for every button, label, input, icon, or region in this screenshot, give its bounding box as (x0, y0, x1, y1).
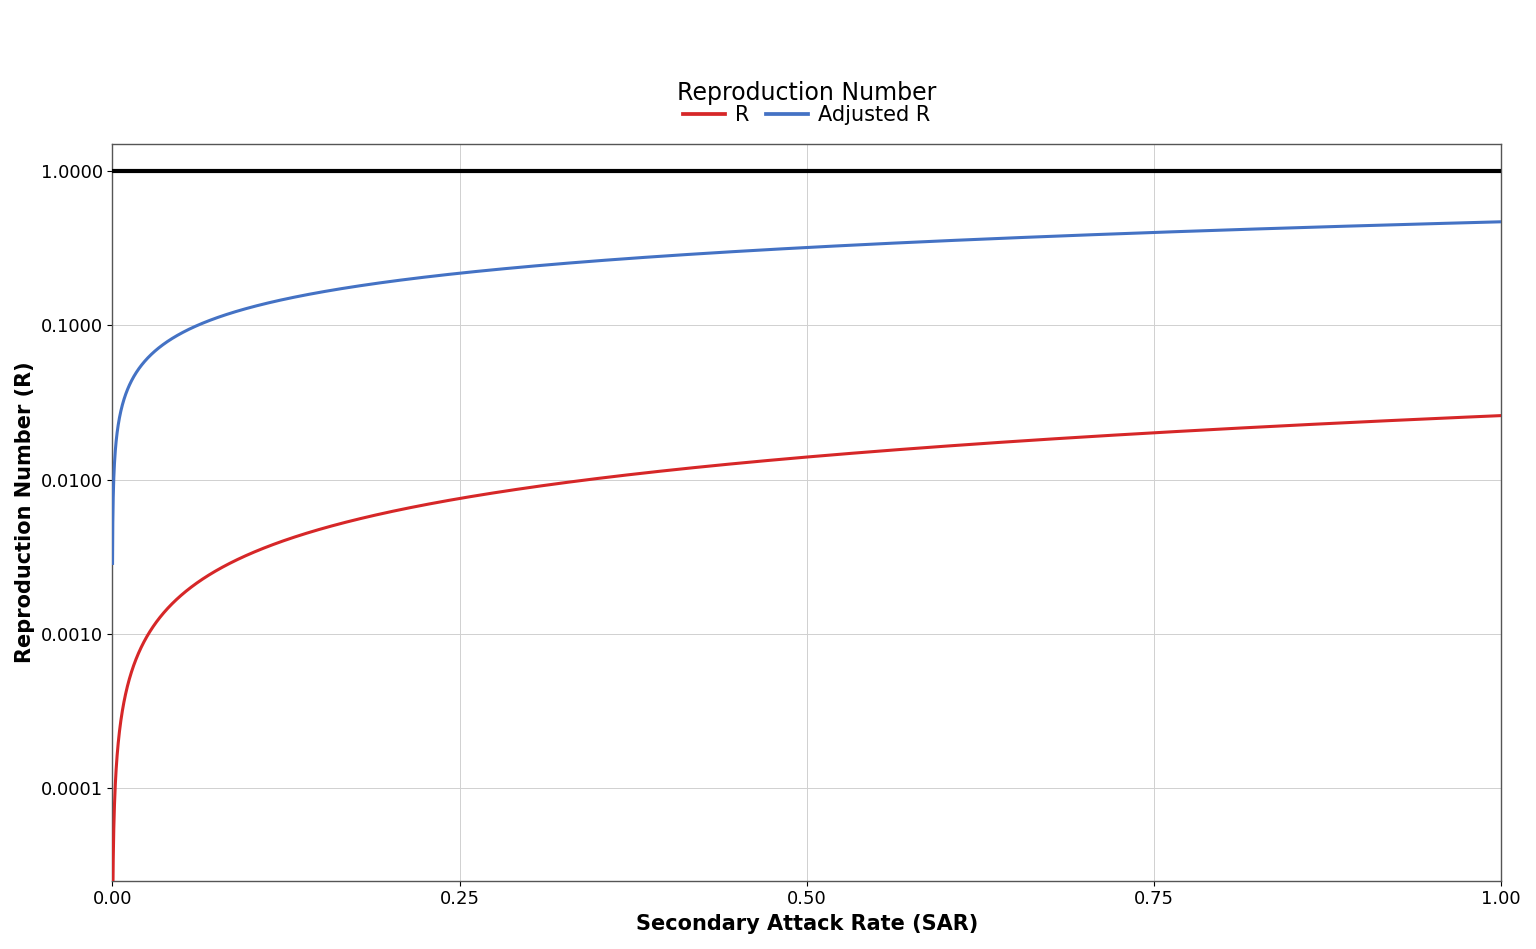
Adjusted R (1418, 218, 1436, 230)
Legend: R, Adjusted R: R, Adjusted R (677, 81, 937, 125)
Adjusted R (186, 321, 204, 332)
R (1491, 410, 1510, 421)
Adjusted R (161, 334, 180, 345)
R (109, 732, 127, 743)
R (161, 600, 180, 611)
Line: Adjusted R: Adjusted R (112, 222, 1501, 564)
Adjusted R (103, 558, 121, 569)
Adjusted R (375, 276, 393, 288)
X-axis label: Secondary Attack Rate (SAR): Secondary Attack Rate (SAR) (636, 914, 978, 934)
R (1418, 413, 1436, 424)
Line: R: R (112, 416, 1501, 949)
Adjusted R (1491, 216, 1510, 228)
R (782, 453, 800, 464)
Adjusted R (782, 243, 800, 254)
Y-axis label: Reproduction Number (R): Reproduction Number (R) (15, 362, 35, 663)
R (186, 578, 204, 589)
R (375, 508, 393, 519)
Adjusted R (109, 416, 127, 427)
